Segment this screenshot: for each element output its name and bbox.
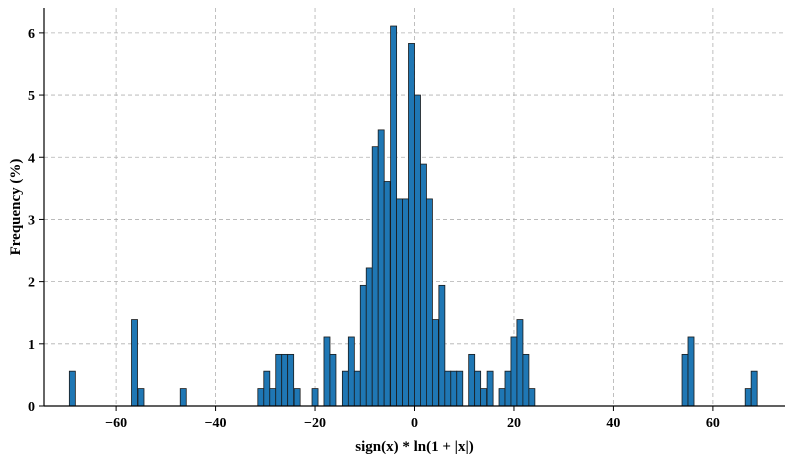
- x-tick-label: 40: [606, 416, 620, 431]
- histogram-bar: [396, 198, 403, 407]
- histogram-bar: [504, 370, 512, 407]
- y-tick-label: 4: [28, 151, 35, 166]
- x-tick-label: 60: [706, 416, 720, 431]
- histogram-bar: [750, 370, 758, 407]
- histogram-bar: [438, 284, 446, 407]
- histogram-bar: [450, 370, 458, 407]
- histogram-bar: [269, 388, 277, 407]
- histogram-bar: [444, 370, 452, 407]
- histogram-bar: [131, 319, 138, 407]
- histogram-bar: [377, 129, 385, 407]
- histogram-bar: [323, 336, 331, 407]
- histogram-bar: [179, 388, 187, 407]
- histogram-bar: [383, 181, 391, 407]
- histogram-bar: [359, 284, 367, 407]
- histogram-bar: [468, 353, 476, 407]
- histogram-bar: [311, 388, 319, 407]
- y-ticks: 0 1 2 3 4 5 6: [28, 27, 44, 415]
- histogram-bar: [390, 25, 398, 407]
- histogram-bar: [347, 336, 355, 407]
- x-tick-label: −60: [105, 416, 127, 431]
- histogram-bar: [68, 370, 76, 407]
- x-tick-label: 0: [411, 416, 418, 431]
- histogram-bar: [414, 94, 421, 407]
- histogram-bar: [353, 370, 361, 407]
- histogram-bar: [287, 353, 295, 407]
- y-tick-label: 5: [28, 89, 35, 104]
- histogram-bar: [522, 353, 530, 407]
- histogram-bar: [329, 353, 337, 407]
- y-tick-label: 2: [28, 276, 35, 291]
- x-tick-label: 20: [507, 416, 521, 431]
- histogram-bar: [263, 370, 271, 407]
- histogram-bar: [257, 388, 265, 407]
- histogram-bar: [687, 336, 695, 407]
- y-tick-label: 3: [28, 213, 35, 228]
- histogram-bar: [528, 388, 536, 407]
- histogram-bar: [426, 198, 433, 407]
- histogram-bar: [293, 388, 301, 407]
- histogram-bar: [431, 319, 439, 407]
- histogram-bar: [402, 198, 409, 407]
- x-tick-label: −40: [205, 416, 227, 431]
- bars: [68, 25, 758, 407]
- histogram-bar: [341, 370, 349, 407]
- y-tick-label: 6: [28, 27, 35, 42]
- histogram-bar: [510, 336, 518, 407]
- y-tick-label: 1: [28, 338, 35, 353]
- histogram-bar: [474, 370, 482, 407]
- histogram-bar: [408, 43, 415, 407]
- y-axis-title: Frequency (%): [8, 159, 24, 256]
- histogram-bar: [275, 353, 283, 407]
- x-ticks: −60 −40 −20 0 20 40 60: [105, 406, 720, 431]
- histogram-bar: [137, 388, 145, 407]
- histogram-bar: [420, 163, 427, 407]
- histogram-bar: [681, 353, 689, 407]
- histogram-bar: [371, 146, 379, 407]
- histogram-bar: [486, 370, 494, 407]
- histogram-bar: [456, 370, 464, 407]
- x-axis-title: sign(x) * ln(1 + |x|): [355, 439, 474, 455]
- histogram-bar: [744, 388, 752, 407]
- histogram-bar: [516, 319, 524, 407]
- histogram-bar: [480, 388, 488, 407]
- histogram-bar: [498, 388, 506, 407]
- histogram-bar: [281, 353, 289, 407]
- grid: [44, 8, 785, 407]
- y-tick-label: 0: [28, 400, 35, 415]
- histogram-bar: [365, 267, 373, 407]
- x-tick-label: −20: [304, 416, 326, 431]
